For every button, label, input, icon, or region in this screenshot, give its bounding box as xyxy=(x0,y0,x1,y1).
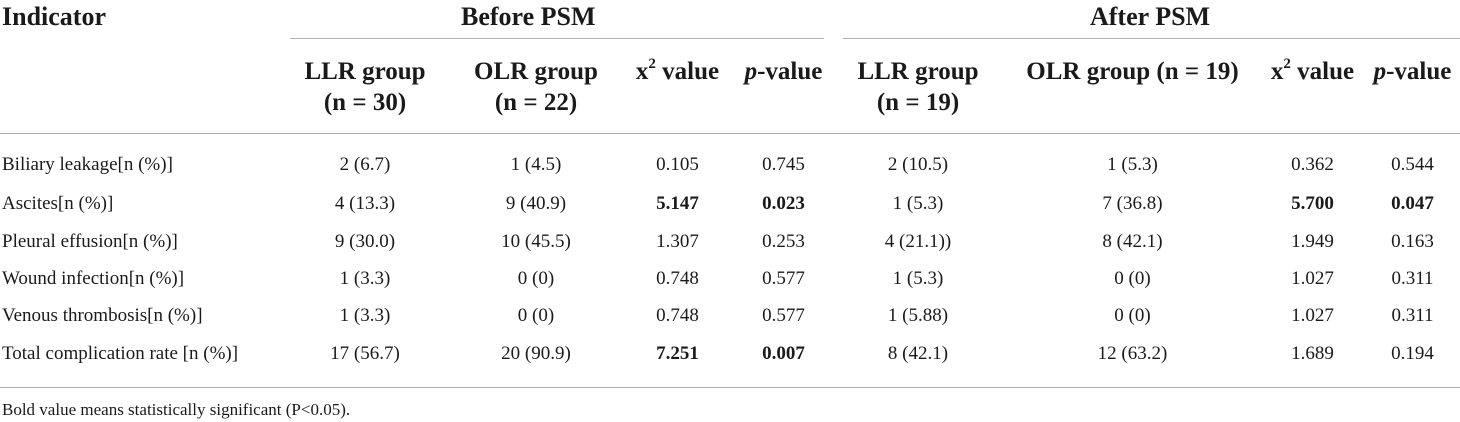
cell-before-olr: 10 (45.5) xyxy=(501,231,571,252)
cell-after-p: 0.194 xyxy=(1391,343,1434,364)
cell-after-p: 0.047 xyxy=(1391,193,1434,214)
cell-after-olr: 7 (36.8) xyxy=(1102,193,1163,214)
cell-indicator: Venous thrombosis[n (%)] xyxy=(2,305,203,326)
cell-before-llr: 9 (30.0) xyxy=(334,231,396,252)
header-after-x2-rest: value xyxy=(1290,58,1355,85)
table-row: Venous thrombosis[n (%)] 1 (3.3) 0 (0) 0… xyxy=(0,305,1460,337)
cell-before-p: 0.023 xyxy=(762,193,805,214)
header-before-x2: x2 value xyxy=(625,56,730,87)
cell-indicator: Biliary leakage[n (%)] xyxy=(2,154,173,175)
cell-indicator: Ascites[n (%)] xyxy=(2,193,114,214)
header-before-llr-line2: (n = 30) xyxy=(323,89,407,116)
after-psm-divider xyxy=(843,38,1460,39)
header-after-olr-line1: OLR group (n = 19) xyxy=(1026,58,1239,85)
cell-before-llr: 4 (13.3) xyxy=(334,193,396,214)
header-before-x2-base: x xyxy=(635,58,649,85)
cell-after-x2: 1.949 xyxy=(1291,231,1334,252)
cell-before-olr: 1 (4.5) xyxy=(510,154,562,175)
header-indicator: Indicator xyxy=(2,2,106,31)
header-after-x2: x2 value xyxy=(1260,56,1365,87)
cell-before-olr: 0 (0) xyxy=(517,305,555,326)
header-before-psm: Before PSM xyxy=(461,2,596,31)
cell-after-llr: 1 (5.3) xyxy=(892,193,944,214)
before-psm-divider xyxy=(290,38,824,39)
header-before-p: p-value xyxy=(736,56,831,87)
cell-after-p: 0.311 xyxy=(1391,268,1434,289)
table-footnote: Bold value means statistically significa… xyxy=(2,400,351,419)
cell-indicator: Wound infection[n (%)] xyxy=(2,268,185,289)
cell-before-x2: 0.105 xyxy=(656,154,699,175)
cell-before-p: 0.577 xyxy=(762,305,805,326)
header-after-p-italic: p xyxy=(1373,58,1387,85)
cell-before-llr: 2 (6.7) xyxy=(339,154,391,175)
cell-after-x2: 0.362 xyxy=(1291,154,1334,175)
cell-after-x2: 5.700 xyxy=(1291,193,1334,214)
cell-after-llr: 4 (21.1)) xyxy=(884,231,952,252)
cell-after-llr: 2 (10.5) xyxy=(887,154,949,175)
cell-after-x2: 1.027 xyxy=(1291,268,1334,289)
cell-before-p: 0.577 xyxy=(762,268,805,289)
table-bottom-rule xyxy=(0,387,1460,388)
cell-after-olr: 12 (63.2) xyxy=(1097,343,1168,364)
header-after-olr: OLR group (n = 19) xyxy=(1010,56,1255,87)
header-after-p-rest: -value xyxy=(1386,58,1452,85)
header-before-llr: LLR group (n = 30) xyxy=(290,56,440,118)
cell-after-p: 0.163 xyxy=(1391,231,1434,252)
header-after-llr-line2: (n = 19) xyxy=(876,89,960,116)
header-before-olr-line1: OLR group xyxy=(474,58,598,85)
cell-before-x2: 7.251 xyxy=(656,343,699,364)
cell-indicator: Total complication rate [n (%)] xyxy=(2,343,239,364)
header-bottom-rule xyxy=(0,133,1460,134)
cell-after-x2: 1.689 xyxy=(1291,343,1334,364)
cell-before-llr: 1 (3.3) xyxy=(339,305,391,326)
cell-before-p: 0.745 xyxy=(762,154,805,175)
header-before-p-rest: -value xyxy=(757,58,823,85)
cell-after-llr: 1 (5.3) xyxy=(892,268,944,289)
header-after-llr: LLR group (n = 19) xyxy=(843,56,993,118)
cell-before-olr: 0 (0) xyxy=(517,268,555,289)
cell-after-olr: 0 (0) xyxy=(1114,268,1151,289)
cell-before-llr: 17 (56.7) xyxy=(330,343,400,364)
header-after-llr-line1: LLR group xyxy=(857,58,979,85)
header-after-psm: After PSM xyxy=(1090,2,1211,31)
cell-after-p: 0.544 xyxy=(1391,154,1434,175)
header-after-p: p-value xyxy=(1365,56,1460,87)
cell-after-olr: 8 (42.1) xyxy=(1102,231,1163,252)
cell-after-x2: 1.027 xyxy=(1291,305,1334,326)
header-after-x2-sup: 2 xyxy=(1283,55,1291,72)
table-row: Wound infection[n (%)] 1 (3.3) 0 (0) 0.7… xyxy=(0,268,1460,300)
cell-before-x2: 5.147 xyxy=(656,193,699,214)
header-before-olr: OLR group (n = 22) xyxy=(461,56,611,118)
cell-before-olr: 9 (40.9) xyxy=(505,193,567,214)
table-row: Biliary leakage[n (%)] 2 (6.7) 1 (4.5) 0… xyxy=(0,154,1460,186)
header-before-x2-rest: value xyxy=(655,58,720,85)
cell-after-p: 0.311 xyxy=(1391,305,1434,326)
header-before-llr-line1: LLR group xyxy=(304,58,426,85)
cell-indicator: Pleural effusion[n (%)] xyxy=(2,231,178,252)
cell-before-llr: 1 (3.3) xyxy=(339,268,391,289)
cell-after-olr: 0 (0) xyxy=(1114,305,1151,326)
header-before-olr-line2: (n = 22) xyxy=(494,89,578,116)
header-before-p-italic: p xyxy=(744,58,758,85)
cell-before-p: 0.253 xyxy=(762,231,805,252)
cell-before-olr: 20 (90.9) xyxy=(501,343,571,364)
table-row: Ascites[n (%)] 4 (13.3) 9 (40.9) 5.147 0… xyxy=(0,193,1460,225)
table-row: Total complication rate [n (%)] 17 (56.7… xyxy=(0,343,1460,375)
header-before-x2-sup: 2 xyxy=(648,55,656,72)
cell-after-llr: 1 (5.88) xyxy=(887,305,949,326)
cell-after-llr: 8 (42.1) xyxy=(887,343,949,364)
cell-after-olr: 1 (5.3) xyxy=(1107,154,1158,175)
cell-before-x2: 0.748 xyxy=(656,305,699,326)
header-after-x2-base: x xyxy=(1270,58,1284,85)
cell-before-x2: 0.748 xyxy=(656,268,699,289)
cell-before-x2: 1.307 xyxy=(656,231,699,252)
cell-before-p: 0.007 xyxy=(762,343,805,364)
table-row: Pleural effusion[n (%)] 9 (30.0) 10 (45.… xyxy=(0,231,1460,263)
